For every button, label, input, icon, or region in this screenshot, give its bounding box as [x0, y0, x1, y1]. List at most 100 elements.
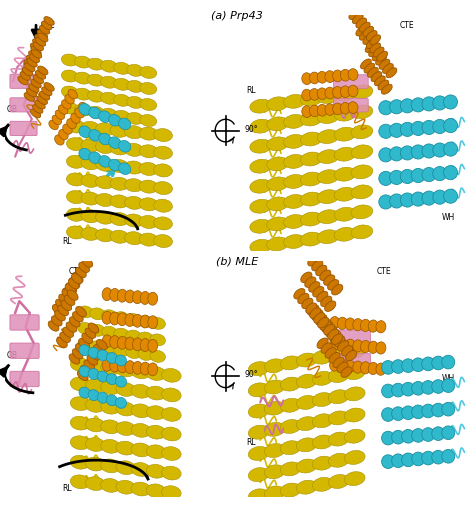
Ellipse shape [379, 101, 393, 115]
Ellipse shape [74, 56, 91, 68]
Ellipse shape [310, 308, 321, 318]
Ellipse shape [88, 390, 99, 400]
Ellipse shape [63, 124, 72, 134]
Ellipse shape [392, 431, 405, 444]
Ellipse shape [125, 337, 135, 350]
Ellipse shape [100, 60, 118, 72]
Ellipse shape [116, 461, 136, 475]
Ellipse shape [345, 360, 355, 373]
Ellipse shape [118, 140, 131, 152]
Ellipse shape [140, 98, 157, 111]
Ellipse shape [146, 484, 166, 498]
Ellipse shape [329, 352, 340, 363]
Ellipse shape [329, 359, 340, 371]
Ellipse shape [319, 270, 331, 281]
Ellipse shape [127, 113, 144, 124]
Ellipse shape [37, 30, 47, 38]
Ellipse shape [319, 319, 331, 330]
Ellipse shape [353, 361, 363, 373]
Ellipse shape [390, 123, 403, 137]
Ellipse shape [110, 195, 129, 208]
Ellipse shape [267, 177, 289, 191]
Ellipse shape [78, 323, 93, 334]
Ellipse shape [382, 455, 394, 468]
Ellipse shape [302, 89, 312, 101]
Ellipse shape [250, 199, 272, 213]
Text: WH: WH [442, 374, 455, 383]
Ellipse shape [102, 288, 112, 301]
Ellipse shape [382, 431, 394, 445]
Ellipse shape [154, 129, 173, 142]
Ellipse shape [61, 54, 78, 66]
Ellipse shape [69, 278, 80, 288]
Ellipse shape [35, 34, 45, 43]
Ellipse shape [361, 361, 371, 374]
Ellipse shape [162, 446, 181, 460]
Ellipse shape [392, 454, 405, 467]
Text: RL: RL [246, 438, 256, 447]
Ellipse shape [110, 160, 129, 173]
Ellipse shape [348, 102, 358, 113]
Ellipse shape [296, 480, 317, 494]
Ellipse shape [125, 214, 143, 227]
Ellipse shape [109, 159, 121, 171]
Ellipse shape [66, 322, 77, 332]
Ellipse shape [412, 381, 425, 395]
Ellipse shape [267, 237, 289, 251]
Ellipse shape [37, 96, 47, 104]
Ellipse shape [79, 148, 91, 160]
Ellipse shape [65, 95, 74, 104]
Ellipse shape [366, 31, 377, 40]
Ellipse shape [109, 359, 119, 372]
Ellipse shape [351, 105, 373, 119]
Ellipse shape [73, 312, 83, 322]
Ellipse shape [351, 165, 373, 179]
FancyBboxPatch shape [10, 121, 37, 136]
Ellipse shape [78, 339, 93, 351]
Ellipse shape [44, 16, 54, 25]
Ellipse shape [33, 75, 44, 83]
Ellipse shape [348, 69, 358, 80]
Ellipse shape [296, 438, 317, 452]
Ellipse shape [118, 313, 127, 326]
Ellipse shape [131, 385, 151, 398]
Ellipse shape [333, 103, 343, 115]
Ellipse shape [324, 275, 335, 285]
Ellipse shape [97, 339, 107, 350]
Ellipse shape [118, 118, 131, 130]
Ellipse shape [411, 168, 425, 183]
Ellipse shape [371, 72, 382, 81]
Ellipse shape [150, 334, 165, 346]
Ellipse shape [363, 27, 374, 36]
Ellipse shape [106, 395, 118, 406]
Ellipse shape [81, 175, 100, 187]
Ellipse shape [283, 234, 305, 248]
Ellipse shape [317, 110, 339, 123]
Ellipse shape [264, 422, 285, 436]
Ellipse shape [79, 345, 90, 356]
Ellipse shape [63, 327, 73, 337]
Ellipse shape [442, 450, 455, 463]
Ellipse shape [348, 85, 358, 97]
Ellipse shape [433, 119, 447, 134]
Ellipse shape [90, 324, 105, 336]
Ellipse shape [267, 157, 289, 171]
Ellipse shape [344, 408, 365, 422]
Ellipse shape [432, 356, 445, 370]
Ellipse shape [148, 363, 158, 376]
Ellipse shape [369, 47, 379, 57]
Ellipse shape [89, 107, 101, 119]
Ellipse shape [96, 211, 114, 224]
Ellipse shape [100, 479, 120, 493]
Ellipse shape [140, 338, 150, 352]
Ellipse shape [88, 74, 104, 86]
Ellipse shape [352, 14, 363, 24]
Ellipse shape [127, 80, 144, 92]
Ellipse shape [337, 317, 347, 329]
Ellipse shape [422, 144, 436, 158]
Ellipse shape [109, 115, 121, 126]
Ellipse shape [344, 451, 365, 464]
Ellipse shape [74, 72, 91, 84]
Ellipse shape [70, 377, 90, 391]
Ellipse shape [302, 73, 312, 84]
